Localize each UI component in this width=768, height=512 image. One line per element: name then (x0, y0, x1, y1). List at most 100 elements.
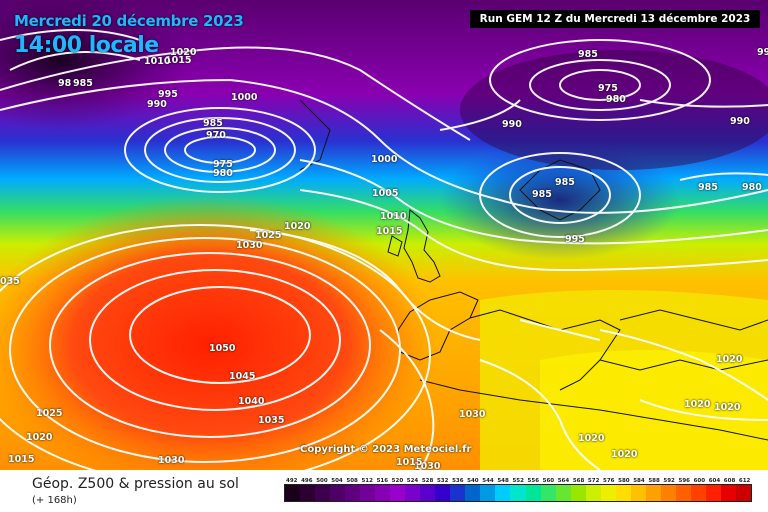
isobar-label: 1005 (372, 188, 399, 199)
scale-swatch (660, 485, 676, 501)
scale-tick-label: 544 (482, 478, 494, 484)
isobar-label: 1020 (716, 354, 743, 365)
model-run-label: Run GEM 12 Z du Mercredi 13 décembre 202… (470, 10, 760, 28)
isobar-label: 1020 (284, 221, 311, 232)
scale-tick-label: 612 (738, 478, 751, 484)
isobar-label: 985 (555, 177, 575, 188)
scale-swatch (615, 485, 631, 501)
isobar-label: 995 (158, 89, 178, 100)
isobar-label: 1010 (144, 56, 171, 67)
forecast-date: Mercredi 20 décembre 2023 (14, 12, 244, 30)
forecast-time: 14:00 locale (14, 33, 159, 58)
scale-swatch (600, 485, 616, 501)
scale-swatch (375, 485, 391, 501)
scale-tick-label: 576 (603, 478, 615, 484)
scale-tick-label: 564 (557, 478, 570, 484)
legend-subtitle: (+ 168h) (32, 495, 77, 506)
scale-tick-label: 560 (542, 478, 555, 484)
scale-swatch (510, 485, 526, 501)
isobar-label: 1030 (158, 455, 185, 466)
scale-swatch (495, 485, 511, 501)
isobar-label: 1010 (380, 211, 407, 222)
isobar-label: 1025 (36, 408, 63, 419)
scale-tick-label: 524 (406, 478, 419, 484)
forecast-map: Mercredi 20 décembre 2023 14:00 locale R… (0, 0, 768, 470)
isobar-label: 970 (206, 130, 226, 141)
scale-tick-label: 580 (618, 478, 630, 484)
isobar-label: 1050 (209, 343, 236, 354)
isobar-label: 990 (730, 116, 750, 127)
scale-tick-label: 596 (678, 478, 690, 484)
scale-swatch (525, 485, 541, 501)
scale-tick-label: 552 (512, 478, 524, 484)
scale-swatch (630, 485, 646, 501)
scale-tick-label: 516 (376, 478, 389, 484)
scale-tick-label: 608 (723, 478, 736, 484)
scale-swatch (285, 485, 301, 501)
scale-tick-label: 496 (301, 478, 313, 484)
scale-tick-label: 604 (708, 478, 721, 484)
isobar-label: 985 (203, 118, 223, 129)
scale-bar (284, 484, 752, 502)
isobar-label: 990 (502, 119, 522, 130)
scale-tick-label: 556 (527, 478, 540, 484)
isobar-label: 98 (58, 78, 72, 89)
scale-swatch (405, 485, 421, 501)
scale-swatch (585, 485, 601, 501)
scale-swatch (705, 485, 721, 501)
isobar-label: 1015 (376, 226, 403, 237)
scale-tick-label: 568 (572, 478, 585, 484)
scale-swatch (360, 485, 376, 501)
scale-tick-label: 504 (331, 478, 343, 484)
scale-tick-label: 520 (391, 478, 404, 484)
legend-title: Géop. Z500 & pression au sol (32, 476, 239, 492)
isobar-label: 1030 (414, 461, 441, 470)
scale-swatch (345, 485, 361, 501)
isobar-label: 1020 (578, 433, 605, 444)
scale-swatch (735, 485, 751, 501)
scale-tick-label: 548 (497, 478, 509, 484)
isobar-label: 1020 (170, 47, 197, 58)
isobar-label: 975 (598, 83, 618, 94)
color-scale: 492 496 500 504 508 512 516 520 524 528 532 536 540 5… (284, 472, 752, 502)
isobar-label: 980 (606, 94, 626, 105)
isobar-label: 1020 (26, 432, 53, 443)
scale-tick-label: 588 (648, 478, 660, 484)
scale-swatch (480, 485, 496, 501)
isobar-label: 1015 (165, 55, 192, 66)
scale-swatch (435, 485, 451, 501)
isobar-label: 1000 (231, 92, 258, 103)
scale-swatch (465, 485, 481, 501)
scale-swatch (450, 485, 466, 501)
scale-tick-label: 532 (436, 478, 449, 484)
scale-labels: 492 496 500 504 508 512 516 520 524 528 532 536 540 5… (284, 472, 752, 484)
isobar-label: 1020 (684, 399, 711, 410)
scale-tick-label: 508 (346, 478, 358, 484)
isobar-label: 1025 (255, 230, 282, 241)
scale-swatch (420, 485, 436, 501)
isobar-label: 1030 (236, 240, 263, 251)
scale-swatch (570, 485, 586, 501)
scale-tick-label: 512 (361, 478, 373, 484)
scale-tick-label: 572 (587, 478, 600, 484)
isobar-label: 99 (757, 47, 768, 58)
isobar-label: 1000 (371, 154, 398, 165)
isobar-label: 985 (578, 49, 598, 60)
isobar-label: 975 (213, 159, 233, 170)
isobar-label: 1045 (229, 371, 256, 382)
scale-swatch (675, 485, 691, 501)
scale-tick-label: 584 (633, 478, 645, 484)
isobar-label: 035 (0, 276, 20, 287)
isobar-label: 1015 (8, 454, 35, 465)
scale-swatch (300, 485, 316, 501)
scale-tick-label: 500 (316, 478, 328, 484)
isobar-label: 995 (565, 234, 585, 245)
isobar-label: 990 (147, 99, 167, 110)
scale-swatch (720, 485, 736, 501)
legend-panel: Géop. Z500 & pression au sol (+ 168h) 49… (0, 470, 768, 512)
isobar-label: 1020 (714, 402, 741, 413)
isobar-label: 1030 (459, 409, 486, 420)
scale-tick-label: 528 (421, 478, 434, 484)
z500-field (0, 0, 768, 470)
scale-tick-label: 600 (693, 478, 706, 484)
